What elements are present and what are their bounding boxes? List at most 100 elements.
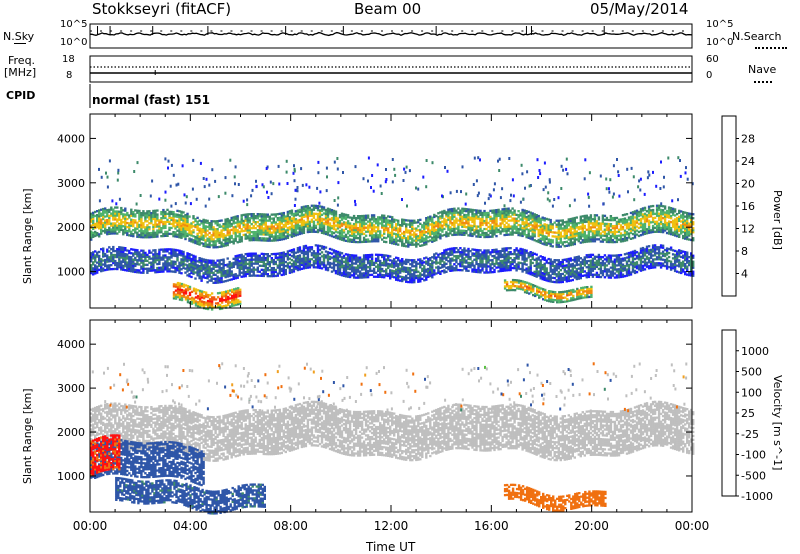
data-cell	[132, 213, 135, 216]
data-cell	[238, 226, 241, 229]
data-cell	[110, 230, 113, 233]
data-cell	[356, 241, 360, 244]
data-cell	[413, 239, 416, 242]
data-cell	[122, 233, 125, 236]
data-cell	[340, 236, 344, 239]
data-cell	[254, 235, 257, 238]
data-cell	[222, 258, 225, 261]
data-cell	[176, 215, 179, 218]
data-cell	[168, 222, 171, 225]
data-cell	[374, 236, 378, 239]
data-cell	[278, 220, 281, 223]
data-cell	[156, 225, 159, 228]
data-cell	[527, 232, 530, 235]
data-cell	[298, 228, 302, 232]
data-cell	[370, 216, 374, 219]
data-cell	[503, 225, 506, 229]
data-cell	[158, 229, 161, 232]
data-cell	[473, 209, 476, 212]
data-cell	[208, 227, 211, 231]
data-cell	[296, 227, 300, 230]
data-cell	[184, 214, 187, 217]
data-cell	[364, 222, 368, 225]
data-cell	[395, 225, 398, 228]
data-cell	[541, 232, 544, 235]
data-cell	[102, 209, 105, 213]
data-cell	[278, 238, 281, 241]
data-cell	[467, 218, 470, 221]
data-cell	[389, 255, 392, 258]
data-cell	[547, 232, 550, 235]
data-cell	[224, 274, 227, 277]
data-cell	[344, 217, 348, 220]
data-cell	[188, 237, 191, 240]
data-cell	[543, 237, 546, 240]
data-cell	[214, 220, 217, 223]
data-cell	[196, 232, 199, 235]
data-cell	[411, 263, 414, 266]
data-cell	[499, 222, 502, 225]
data-cell	[178, 232, 181, 235]
data-cell	[453, 207, 456, 210]
data-cell	[266, 215, 269, 218]
data-cell	[292, 214, 296, 218]
data-cell	[475, 209, 478, 212]
data-cell	[487, 225, 490, 229]
data-cell	[352, 228, 356, 232]
data-cell	[202, 244, 205, 247]
data-cell	[250, 237, 253, 240]
data-cell	[140, 226, 143, 229]
data-cell	[310, 214, 314, 217]
data-cell	[501, 222, 504, 225]
data-cell	[352, 240, 356, 244]
nave-tick-high: 60	[706, 54, 719, 65]
data-cell	[292, 270, 296, 273]
data-cell	[198, 223, 201, 226]
data-cell	[234, 221, 237, 224]
data-cell	[192, 241, 195, 244]
data-cell	[549, 242, 552, 246]
data-cell	[393, 220, 396, 223]
data-cell	[647, 225, 651, 228]
data-cell	[467, 247, 470, 251]
data-cell	[222, 223, 225, 226]
data-cell	[535, 222, 538, 225]
data-cell	[220, 243, 223, 246]
data-cell	[441, 234, 444, 237]
data-cell	[260, 229, 263, 232]
data-cell	[258, 237, 261, 240]
data-cell	[228, 233, 231, 236]
data-cell	[473, 217, 476, 220]
data-cell	[609, 229, 613, 232]
data-cell	[256, 268, 259, 271]
data-cell	[449, 210, 452, 213]
data-cell	[280, 226, 283, 229]
data-cell	[218, 231, 221, 234]
data-cell	[451, 217, 454, 221]
data-cell	[164, 224, 167, 228]
data-cell	[429, 233, 432, 236]
data-cell	[545, 227, 548, 231]
data-cell	[453, 225, 456, 228]
data-cell	[218, 241, 221, 244]
data-cell	[366, 230, 370, 233]
data-cell	[144, 226, 147, 229]
data-cell	[288, 210, 292, 213]
data-cell	[292, 226, 296, 230]
data-cell	[316, 209, 320, 212]
data-cell	[471, 262, 474, 265]
data-cell	[214, 234, 217, 237]
data-cell	[234, 229, 237, 232]
data-cell	[216, 246, 219, 249]
data-cell	[338, 214, 342, 217]
data-cell	[366, 220, 370, 223]
data-cell	[186, 226, 189, 229]
data-cell	[366, 276, 370, 279]
data-cell	[156, 231, 159, 234]
data-cell	[475, 217, 478, 220]
data-cell	[238, 234, 241, 237]
data-cell	[391, 220, 394, 223]
data-cell	[465, 230, 468, 233]
data-cell	[112, 212, 115, 215]
data-cell	[268, 225, 271, 228]
